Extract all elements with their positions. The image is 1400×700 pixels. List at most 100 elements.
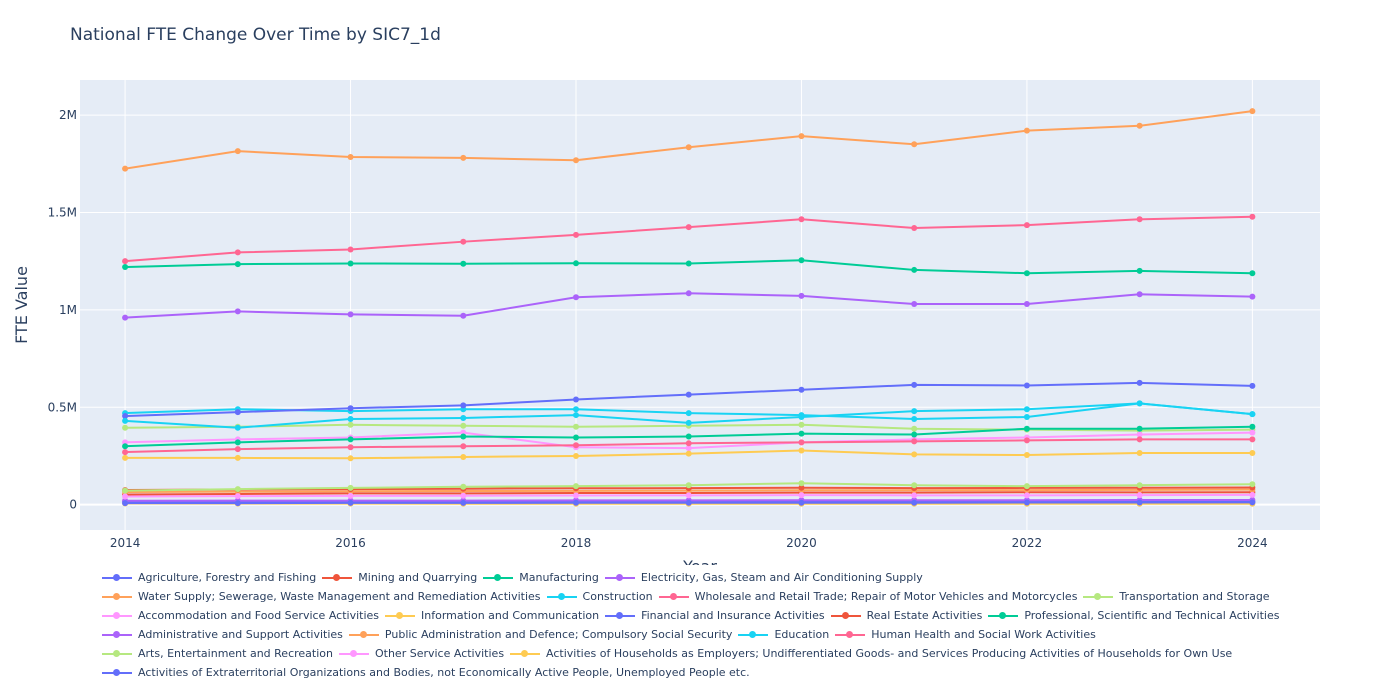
legend-item[interactable]: Construction	[545, 590, 653, 603]
data-point	[1136, 425, 1143, 432]
series-18	[122, 480, 1256, 494]
x-tick-label: 2022	[1012, 536, 1043, 550]
y-tick-label: 1M	[59, 303, 77, 317]
data-point	[573, 231, 579, 238]
legend-item[interactable]: Financial and Insurance Activities	[603, 609, 825, 622]
data-point	[1249, 450, 1256, 457]
data-point	[1023, 437, 1030, 444]
data-point	[1136, 492, 1143, 499]
data-point	[122, 424, 129, 431]
data-point	[1023, 425, 1030, 432]
legend-item[interactable]: Mining and Quarrying	[320, 571, 477, 584]
data-point	[347, 444, 354, 451]
data-point	[234, 148, 241, 155]
data-point	[1249, 499, 1256, 506]
legend-item[interactable]: Manufacturing	[481, 571, 599, 584]
data-point	[347, 246, 354, 253]
x-tick-label: 2020	[786, 536, 817, 550]
data-point	[685, 482, 692, 489]
legend-label: Activities of Households as Employers; U…	[546, 647, 1233, 660]
data-point	[347, 455, 354, 462]
data-point	[573, 499, 579, 506]
legend-swatch	[383, 611, 417, 621]
data-point	[573, 294, 579, 301]
legend-item[interactable]: Information and Communication	[383, 609, 599, 622]
legend-swatch	[100, 630, 134, 640]
legend: Agriculture, Forestry and Fishing Mining …	[100, 568, 1380, 682]
data-point	[234, 486, 241, 493]
data-point	[911, 381, 918, 388]
data-point	[460, 483, 467, 490]
data-point	[911, 415, 918, 422]
legend-swatch	[1081, 592, 1115, 602]
legend-item[interactable]: Professional, Scientific and Technical A…	[986, 609, 1279, 622]
data-point	[460, 492, 467, 499]
legend-label: Administrative and Support Activities	[138, 628, 343, 641]
legend-item[interactable]: Human Health and Social Work Activities	[833, 628, 1096, 641]
y-tick-label: 1.5M	[48, 205, 77, 219]
legend-item[interactable]: Education	[736, 628, 829, 641]
legend-item[interactable]: Activities of Households as Employers; U…	[508, 647, 1232, 660]
legend-swatch	[100, 573, 134, 583]
data-point	[1136, 267, 1143, 274]
data-point	[1023, 483, 1030, 490]
x-tick-label: 2018	[561, 536, 592, 550]
legend-item[interactable]: Arts, Entertainment and Recreation	[100, 647, 333, 660]
data-point	[573, 406, 579, 413]
data-point	[347, 153, 354, 160]
data-point	[460, 499, 467, 506]
legend-item[interactable]: Real Estate Activities	[829, 609, 983, 622]
data-point	[460, 402, 467, 409]
legend-label: Public Administration and Defence; Compu…	[384, 628, 733, 641]
legend-swatch	[603, 573, 637, 583]
data-point	[1136, 482, 1143, 489]
legend-label: Construction	[582, 590, 653, 603]
series-15	[122, 108, 1256, 172]
legend-row: Accommodation and Food Service Activitie…	[100, 606, 1380, 625]
data-point	[685, 445, 692, 452]
data-point	[911, 438, 918, 445]
legend-item[interactable]: Other Service Activities	[337, 647, 504, 660]
legend-item[interactable]: Water Supply; Sewerage, Waste Management…	[100, 590, 541, 603]
series-17	[122, 436, 1256, 456]
legend-item[interactable]: Activities of Extraterritorial Organizat…	[100, 666, 750, 679]
legend-row: Administrative and Support Activities Pub…	[100, 625, 1380, 644]
data-point	[347, 436, 354, 443]
data-point	[122, 443, 129, 450]
legend-row: Activities of Extraterritorial Organizat…	[100, 663, 1380, 682]
legend-item[interactable]: Agriculture, Forestry and Fishing	[100, 571, 316, 584]
data-point	[685, 144, 692, 151]
legend-label: Electricity, Gas, Steam and Air Conditio…	[640, 571, 923, 584]
legend-item[interactable]: Wholesale and Retail Trade; Repair of Mo…	[657, 590, 1077, 603]
legend-label: Professional, Scientific and Technical A…	[1024, 609, 1280, 622]
data-point	[798, 499, 805, 506]
data-point	[347, 499, 354, 506]
data-point	[122, 449, 129, 456]
data-point	[1136, 431, 1143, 438]
y-tick-label: 0.5M	[48, 400, 77, 414]
data-point	[347, 484, 354, 491]
data-point	[1023, 452, 1030, 458]
data-point	[911, 451, 918, 458]
data-point	[122, 314, 129, 321]
data-point	[1249, 429, 1256, 436]
legend-item[interactable]: Electricity, Gas, Steam and Air Conditio…	[603, 571, 923, 584]
data-point	[347, 421, 354, 428]
data-point	[573, 396, 579, 403]
data-point	[1249, 293, 1256, 300]
data-point	[573, 423, 579, 430]
data-point	[1023, 406, 1030, 413]
data-point	[460, 453, 467, 460]
legend-label: Real Estate Activities	[866, 609, 983, 622]
legend-item[interactable]: Accommodation and Food Service Activitie…	[100, 609, 379, 622]
legend-swatch	[736, 630, 770, 640]
legend-item[interactable]: Administrative and Support Activities	[100, 628, 343, 641]
legend-item[interactable]: Public Administration and Defence; Compu…	[347, 628, 733, 641]
legend-item[interactable]: Transportation and Storage	[1081, 590, 1270, 603]
data-point	[798, 257, 805, 264]
data-point	[1249, 481, 1256, 488]
data-point	[911, 141, 918, 148]
series-3	[122, 257, 1256, 277]
data-point	[460, 154, 467, 161]
legend-swatch	[986, 611, 1020, 621]
